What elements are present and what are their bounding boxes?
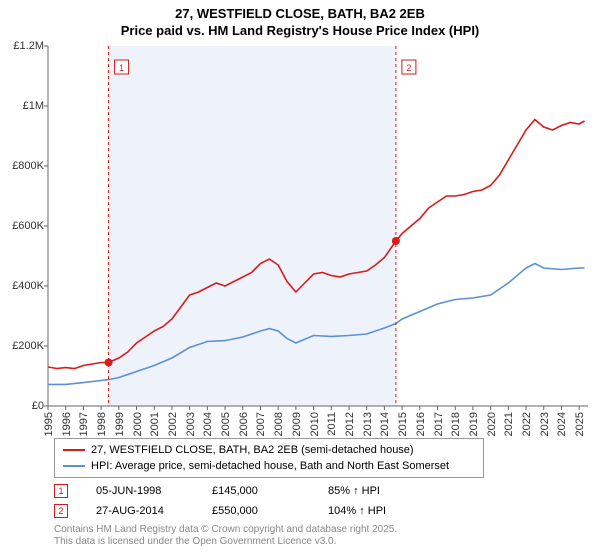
x-axis-label: 2003 — [185, 412, 197, 436]
y-axis-label: £200K — [0, 340, 44, 352]
footer-attribution: Contains HM Land Registry data © Crown c… — [54, 524, 600, 549]
x-axis-label: 2025 — [574, 412, 586, 436]
legend-swatch-red — [63, 449, 85, 451]
x-axis-label: 2016 — [415, 412, 427, 436]
legend-label: HPI: Average price, semi-detached house,… — [91, 460, 449, 472]
sale-date: 05-JUN-1998 — [96, 485, 184, 497]
y-axis-label: £400K — [0, 280, 44, 292]
x-axis-label: 2001 — [149, 412, 161, 436]
sales-table: 1 05-JUN-1998 £145,000 85% ↑ HPI 2 27-AU… — [54, 484, 600, 518]
x-axis-label: 2009 — [291, 412, 303, 436]
x-axis-label: 2015 — [397, 412, 409, 436]
x-axis-label: 2012 — [344, 412, 356, 436]
x-axis-label: 1997 — [78, 412, 90, 436]
x-axis-label: 2008 — [273, 412, 285, 436]
footer-line: This data is licensed under the Open Gov… — [54, 536, 600, 549]
line-chart-svg: 12 — [48, 46, 588, 406]
legend-swatch-blue — [63, 465, 85, 467]
sale-row: 1 05-JUN-1998 £145,000 85% ↑ HPI — [54, 484, 600, 498]
x-axis-label: 2022 — [521, 412, 533, 436]
x-axis-label: 2013 — [362, 412, 374, 436]
x-axis-label: 2005 — [220, 412, 232, 436]
x-axis-label: 2004 — [202, 412, 214, 436]
x-axis-label: 2021 — [503, 412, 515, 436]
x-axis-label: 2024 — [556, 412, 568, 436]
x-axis-label: 1998 — [96, 412, 108, 436]
x-axis-label: 2017 — [433, 412, 445, 436]
legend-box: 27, WESTFIELD CLOSE, BATH, BA2 2EB (semi… — [54, 438, 484, 478]
x-axis-label: 2002 — [167, 412, 179, 436]
sale-vs-hpi: 85% ↑ HPI — [328, 485, 416, 497]
sale-price: £550,000 — [212, 505, 300, 517]
x-axis-label: 2023 — [539, 412, 551, 436]
x-axis-label: 1995 — [43, 412, 55, 436]
y-axis-label: £600K — [0, 220, 44, 232]
sale-marker-icon: 2 — [54, 504, 68, 518]
legend-label: 27, WESTFIELD CLOSE, BATH, BA2 2EB (semi… — [91, 444, 414, 456]
legend-item: 27, WESTFIELD CLOSE, BATH, BA2 2EB (semi… — [63, 442, 475, 458]
y-axis-label: £0 — [0, 400, 44, 412]
y-axis-label: £800K — [0, 160, 44, 172]
x-axis-label: 2000 — [132, 412, 144, 436]
sale-price: £145,000 — [212, 485, 300, 497]
x-axis-label: 2019 — [468, 412, 480, 436]
y-axis-label: £1M — [0, 100, 44, 112]
chart-title-line1: 27, WESTFIELD CLOSE, BATH, BA2 2EB — [0, 0, 600, 23]
x-axis-label: 2011 — [326, 412, 338, 436]
x-axis-label: 1999 — [114, 412, 126, 436]
sale-date: 27-AUG-2014 — [96, 505, 184, 517]
sale-row: 2 27-AUG-2014 £550,000 104% ↑ HPI — [54, 504, 600, 518]
svg-text:2: 2 — [406, 63, 411, 73]
x-axis-label: 2014 — [379, 412, 391, 436]
x-axis-label: 2010 — [309, 412, 321, 436]
x-axis-label: 1996 — [61, 412, 73, 436]
x-axis-label: 2020 — [486, 412, 498, 436]
y-axis-label: £1.2M — [0, 40, 44, 52]
x-axis-label: 2006 — [238, 412, 250, 436]
legend-item: HPI: Average price, semi-detached house,… — [63, 458, 475, 474]
svg-text:1: 1 — [119, 63, 124, 73]
chart-area: 12 £0£200K£400K£600K£800K£1M£1.2M1995199… — [48, 46, 588, 406]
sale-vs-hpi: 104% ↑ HPI — [328, 505, 416, 517]
footer-line: Contains HM Land Registry data © Crown c… — [54, 524, 600, 537]
x-axis-label: 2018 — [450, 412, 462, 436]
sale-marker-icon: 1 — [54, 484, 68, 498]
x-axis-label: 2007 — [255, 412, 267, 436]
chart-title-line2: Price paid vs. HM Land Registry's House … — [0, 23, 600, 44]
